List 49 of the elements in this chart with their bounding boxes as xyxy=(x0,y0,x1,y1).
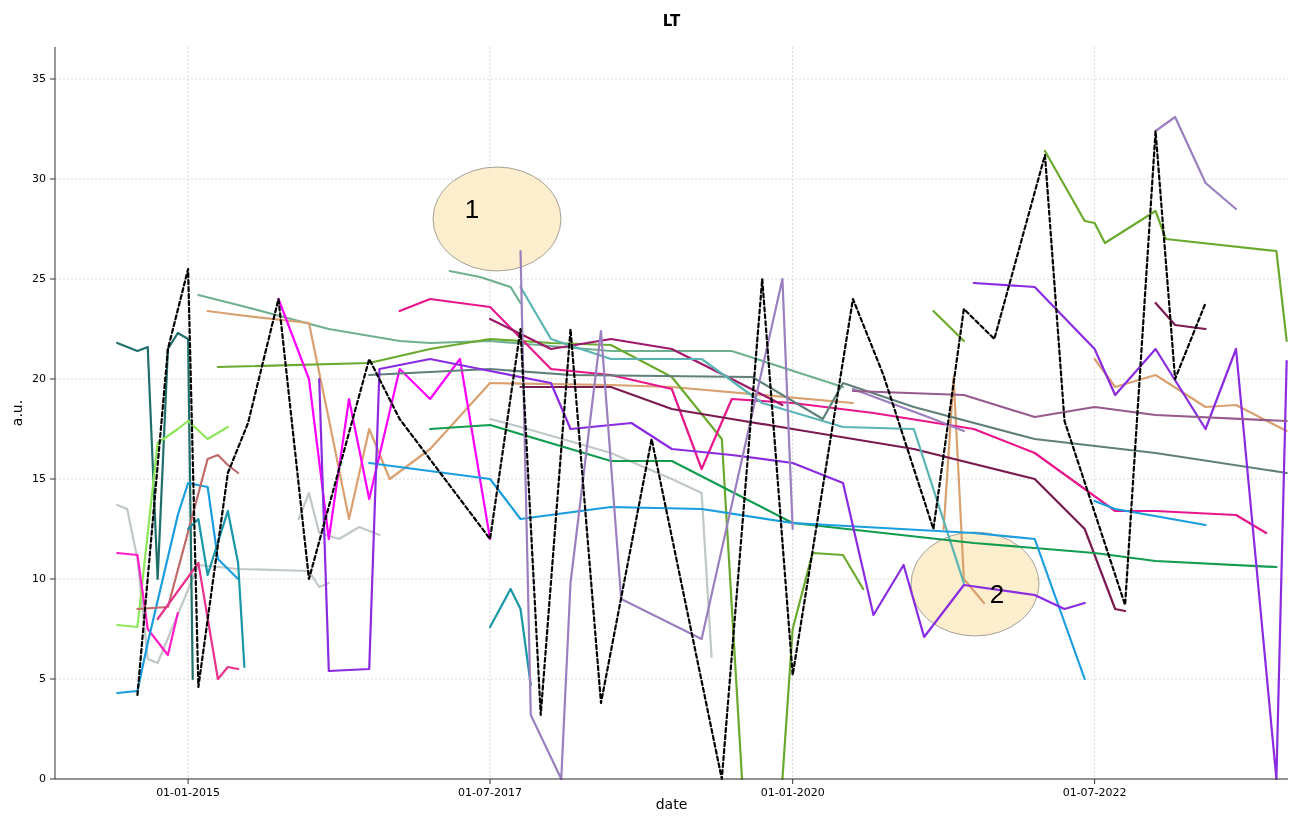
line-series xyxy=(116,481,240,695)
line-series xyxy=(488,417,713,659)
y-axis-title: a.u. xyxy=(9,399,25,427)
line-series xyxy=(116,419,229,629)
line-series xyxy=(519,249,794,781)
line-series xyxy=(116,503,330,665)
line-series xyxy=(1043,149,1288,343)
line-series xyxy=(429,423,1278,569)
line-series xyxy=(942,375,986,605)
line-series xyxy=(398,297,1268,535)
y-tick-label: 30 xyxy=(32,172,46,185)
y-tick-label: 10 xyxy=(32,572,46,585)
line-series xyxy=(972,281,1288,781)
line-series xyxy=(277,297,492,541)
line-series xyxy=(136,129,1207,781)
line-series xyxy=(368,461,1086,681)
x-axis-title: date xyxy=(655,796,688,812)
y-tick-label: 0 xyxy=(39,772,46,785)
y-tick-label: 20 xyxy=(32,372,46,385)
x-tick-label: 01-07-2022 xyxy=(1062,786,1127,799)
y-tick-label: 35 xyxy=(32,72,46,85)
line-series xyxy=(216,337,744,781)
y-tick-label: 5 xyxy=(39,672,46,685)
y-tick-label: 25 xyxy=(32,272,46,285)
line-series xyxy=(197,293,845,389)
line-series xyxy=(156,561,240,681)
line-series xyxy=(1154,115,1238,211)
line-series xyxy=(488,587,532,687)
x-tick-label: 01-01-2015 xyxy=(156,786,221,799)
y-tick-label: 15 xyxy=(32,472,46,485)
line-series xyxy=(187,509,246,669)
line-series xyxy=(781,551,865,781)
line-series xyxy=(519,285,965,585)
x-tick-label: 01-07-2017 xyxy=(458,786,523,799)
line-series xyxy=(1093,357,1288,433)
chart-title: LT xyxy=(662,12,681,30)
line-series xyxy=(318,357,1086,673)
line-series xyxy=(448,269,522,305)
line-series xyxy=(116,331,194,681)
annotation: 1 xyxy=(464,193,480,224)
line-series xyxy=(297,491,381,541)
line-series xyxy=(519,385,1127,613)
line-series xyxy=(136,453,240,611)
x-tick-label: 01-01-2020 xyxy=(760,786,825,799)
line-series xyxy=(116,551,179,657)
line-series xyxy=(368,367,1288,475)
line-series xyxy=(206,309,855,521)
line-series xyxy=(851,389,1288,423)
line-series xyxy=(488,317,784,407)
